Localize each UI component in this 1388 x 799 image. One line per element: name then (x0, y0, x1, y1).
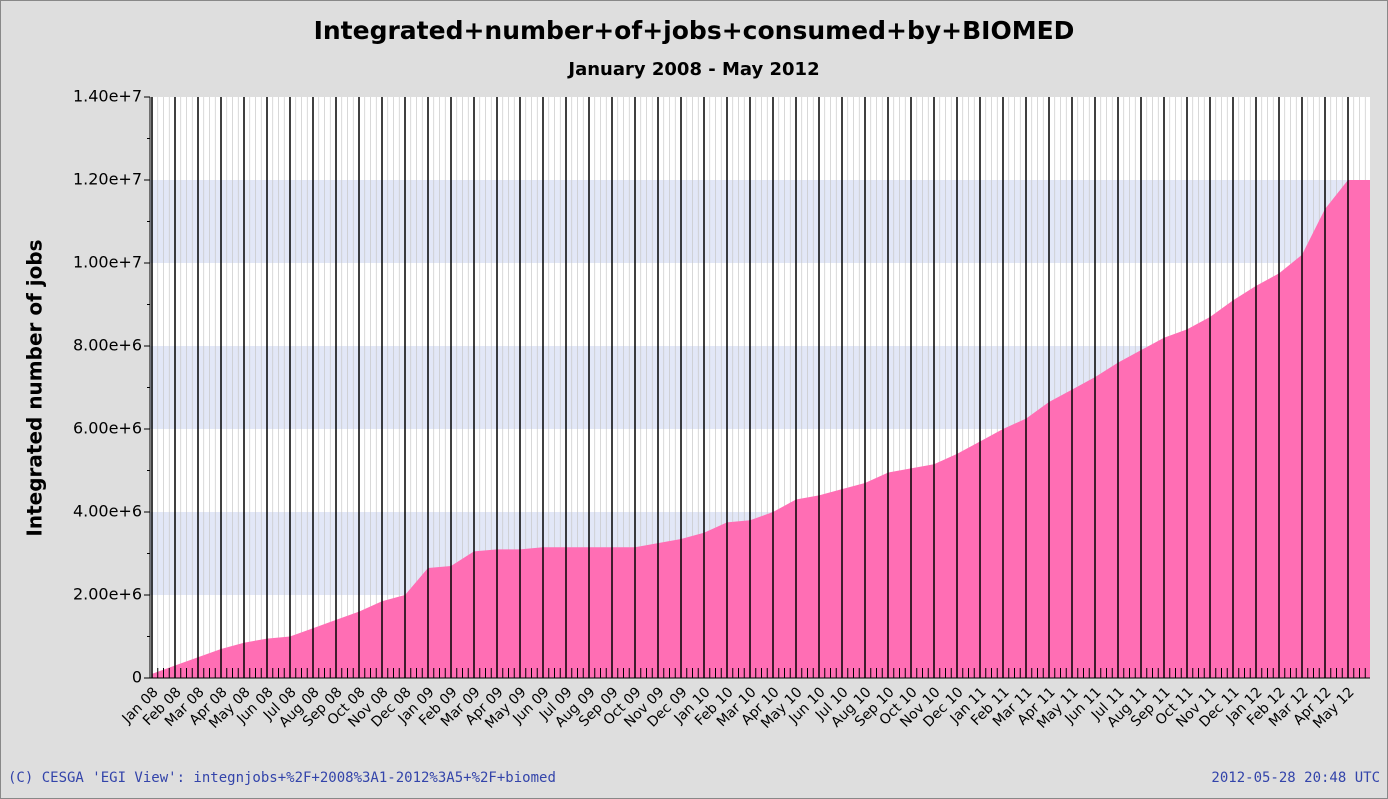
y-tick-label: 8.00e+6 (73, 336, 142, 355)
y-tick-label: 0 (132, 668, 142, 687)
y-tick-label: 1.40e+7 (73, 87, 142, 106)
area (152, 180, 1370, 678)
y-tick-label: 6.00e+6 (73, 419, 142, 438)
y-tick-label: 2.00e+6 (73, 585, 142, 604)
y-tick-label: 1.00e+7 (73, 253, 142, 272)
y-tick-label: 4.00e+6 (73, 502, 142, 521)
chart-title: Integrated+number+of+jobs+consumed+by+BI… (314, 16, 1075, 45)
footer-right: 2012-05-28 20:48 UTC (1211, 770, 1380, 786)
footer-left: (C) CESGA 'EGI View': integnjobs+%2F+200… (8, 770, 556, 786)
y-axis-label: Integrated number of jobs (23, 239, 47, 536)
chart-subtitle: January 2008 - May 2012 (566, 59, 819, 80)
y-tick-label: 1.20e+7 (73, 170, 142, 189)
